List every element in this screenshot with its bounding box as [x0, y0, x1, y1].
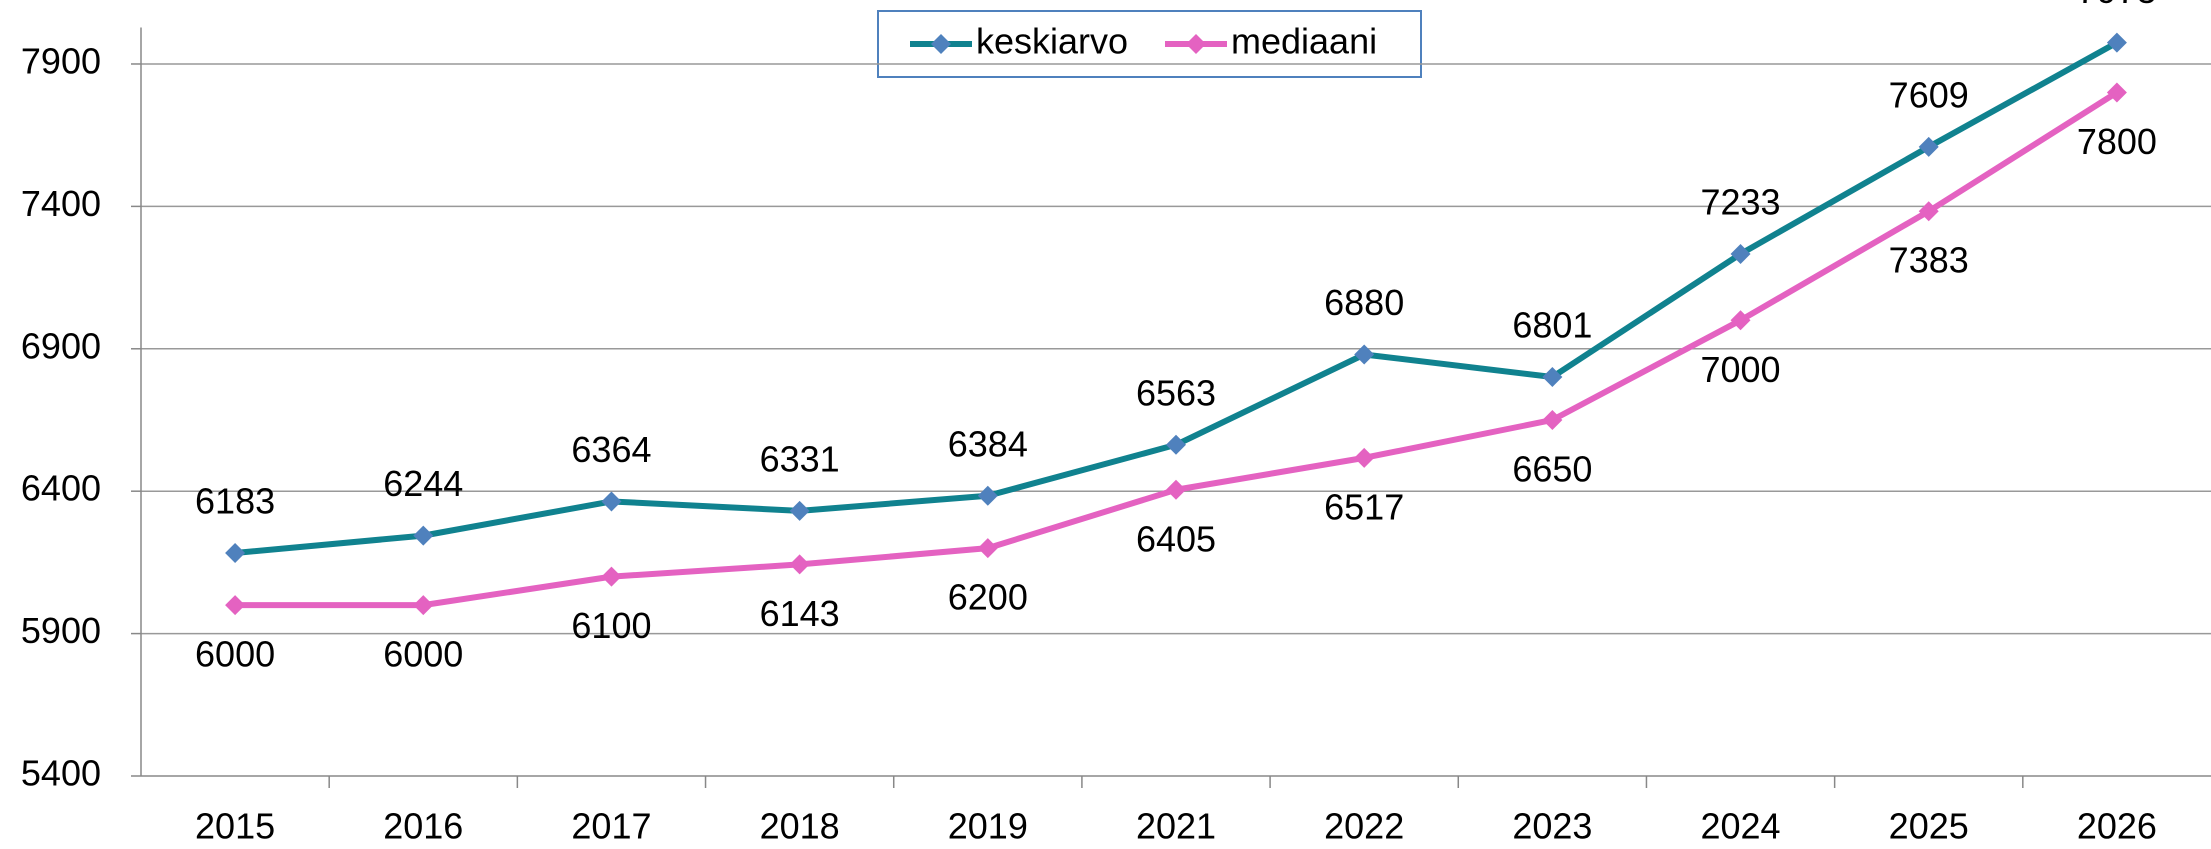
marker: [1166, 479, 1186, 500]
data-label: 6000: [195, 634, 275, 675]
marker: [2106, 82, 2127, 103]
legend-label: mediaani: [1231, 21, 1377, 62]
data-label: 6801: [1512, 305, 1592, 346]
data-label: 6405: [1136, 518, 1216, 559]
data-label: 6200: [948, 577, 1028, 618]
x-tick-label: 2017: [571, 806, 651, 847]
marker: [1354, 344, 1375, 365]
data-label: 6563: [1136, 372, 1216, 413]
y-tick-label: 6400: [21, 468, 101, 509]
marker: [1166, 434, 1186, 455]
marker: [1542, 366, 1563, 387]
marker: [789, 500, 810, 521]
x-tick-label: 2026: [2077, 806, 2157, 847]
legend-marker: [1186, 34, 1206, 54]
y-tick-label: 6900: [21, 325, 101, 366]
data-label: 7383: [1889, 240, 1969, 281]
data-label: 6000: [383, 634, 463, 675]
x-tick-label: 2015: [195, 806, 275, 847]
legend-label: keskiarvo: [976, 21, 1128, 62]
data-label: 7975: [2077, 0, 2157, 11]
marker: [225, 595, 246, 616]
marker: [601, 491, 622, 512]
marker: [2106, 32, 2127, 53]
x-tick-label: 2022: [1324, 806, 1404, 847]
x-tick-label: 2016: [383, 806, 463, 847]
marker: [977, 485, 998, 506]
line: [234, 39, 2119, 556]
x-tick-label: 2019: [948, 806, 1028, 847]
data-label: 6244: [383, 463, 463, 504]
data-label: 6364: [571, 429, 651, 470]
marker: [1354, 447, 1375, 468]
marker: [1542, 409, 1563, 430]
marker: [1730, 310, 1751, 331]
data-label: 6384: [948, 423, 1028, 464]
legend-marker: [931, 34, 951, 54]
marker: [413, 595, 434, 616]
data-label: 7609: [1889, 74, 1969, 115]
data-label: 7233: [1700, 181, 1780, 222]
data-label: 7000: [1700, 349, 1780, 390]
x-tick-label: 2025: [1889, 806, 1969, 847]
marker: [789, 554, 810, 575]
y-tick-label: 7400: [21, 183, 101, 224]
marker: [1918, 201, 1939, 222]
marker: [225, 542, 246, 563]
data-label: 6517: [1324, 486, 1404, 527]
data-label: 6143: [760, 593, 840, 634]
marker: [977, 538, 998, 559]
x-tick-label: 2018: [760, 806, 840, 847]
y-tick-label: 5400: [21, 753, 101, 794]
y-tick-label: 5900: [21, 610, 101, 651]
marker: [1730, 243, 1751, 264]
y-tick-label: 7900: [21, 40, 101, 81]
marker: [601, 566, 622, 587]
marker: [413, 525, 434, 546]
data-label: 6100: [571, 605, 651, 646]
marker: [1918, 136, 1939, 157]
data-label: 7800: [2077, 121, 2157, 162]
x-tick-label: 2021: [1136, 806, 1216, 847]
data-label: 6331: [760, 438, 840, 479]
data-label: 6183: [195, 481, 275, 522]
x-tick-label: 2023: [1512, 806, 1592, 847]
x-tick-label: 2024: [1700, 806, 1780, 847]
data-label: 6650: [1512, 449, 1592, 490]
data-label: 6880: [1324, 282, 1404, 323]
